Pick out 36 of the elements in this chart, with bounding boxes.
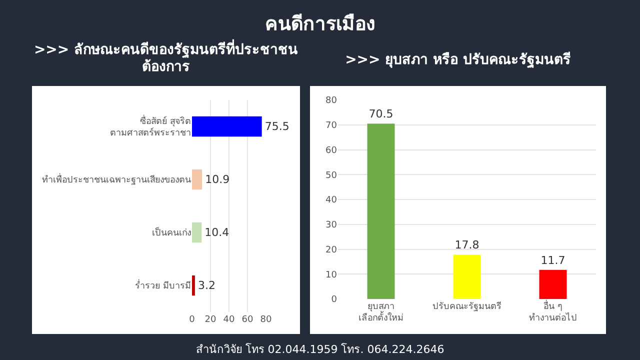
- y-tick-label: 70: [326, 121, 338, 132]
- chart-title: >>> ยุบสภา หรือ ปรับคณะรัฐมนตรี: [344, 52, 572, 69]
- y-tick-label: 10: [326, 270, 338, 280]
- x-tick-label: 60: [242, 315, 254, 325]
- data-label: 10.4: [204, 226, 230, 239]
- y-tick-label: 20: [326, 245, 338, 256]
- y-tick-label: 50: [326, 170, 338, 181]
- data-label: 11.7: [540, 254, 566, 267]
- y-tick-label: ซื่อสัตย์ สุจริต ตามศาสตร์พระราชา: [110, 114, 191, 138]
- y-tick-label: ทำเพื่อประชาชนเฉพาะฐานเสียงของตน: [42, 172, 191, 186]
- y-tick-label: ร่ำรวย มีบารมี: [135, 278, 191, 292]
- data-label: 10.9: [205, 173, 230, 186]
- bar: [453, 254, 481, 299]
- y-tick-label: เป็นคนเก่ง: [152, 226, 191, 239]
- data-label: 70.5: [368, 108, 394, 121]
- x-tick-label: 80: [260, 315, 272, 325]
- text: คนดีการเมือง: [264, 12, 376, 37]
- y-tick-label: 40: [326, 196, 338, 206]
- bar: [192, 275, 195, 296]
- y-tick-label: 60: [326, 146, 338, 156]
- y-tick-label: 80: [326, 96, 338, 106]
- bar: [192, 116, 262, 137]
- bar: [539, 270, 567, 299]
- data-label: 75.5: [264, 120, 290, 133]
- bar: [192, 222, 202, 243]
- bar: [192, 169, 202, 190]
- x-tick-label: ปรับคณะรัฐมนตรี: [432, 301, 502, 312]
- x-tick-label: อื่น ๆ ทำงานต่อไป: [529, 299, 577, 324]
- bar: [367, 124, 395, 299]
- x-tick-label: 20: [204, 315, 216, 325]
- data-label: 3.2: [198, 279, 216, 292]
- x-tick-label: ยุบสภา เลือกตั้งใหม่: [358, 302, 404, 324]
- text: สำนักวิจัย โทร 02.044.1959 โทร. 064.224.2646: [194, 342, 446, 358]
- y-tick-label: 30: [326, 220, 338, 231]
- x-tick-label: 40: [223, 315, 235, 325]
- data-label: 17.8: [454, 238, 480, 252]
